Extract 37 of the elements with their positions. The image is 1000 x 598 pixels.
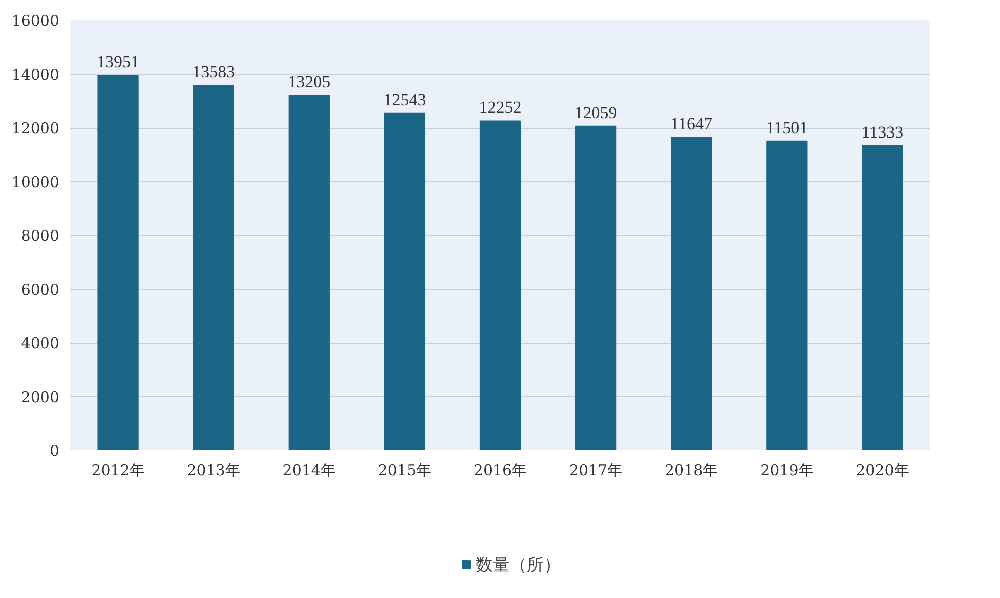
data-label: 13951 [97, 52, 140, 72]
bar [384, 112, 426, 450]
data-label: 11647 [670, 114, 714, 134]
data-label: 13583 [192, 62, 236, 82]
y-tick-label: 16000 [12, 12, 60, 30]
data-label: 12252 [479, 98, 522, 118]
data-label: 12059 [574, 103, 618, 122]
x-tick-label: 2014年 [282, 462, 336, 480]
data-label: 11501 [766, 118, 808, 138]
x-tick-label: 2015年 [378, 462, 432, 480]
legend-label: 数量（所） [476, 554, 561, 576]
data-label: 13205 [288, 72, 331, 92]
bar [766, 140, 808, 450]
bar [98, 75, 139, 450]
y-tick-label: 8000 [21, 227, 60, 245]
y-tick-label: 6000 [21, 280, 60, 299]
x-tick-label: 2017年 [569, 462, 623, 480]
x-tick-label: 2020年 [856, 462, 910, 480]
y-tick-label: 12000 [12, 120, 60, 138]
bar [193, 84, 234, 450]
x-tick-label: 2012年 [92, 462, 145, 480]
data-label: 11333 [862, 122, 904, 142]
x-tick-label: 2013年 [187, 462, 240, 480]
x-tick-label: 2016年 [474, 462, 528, 480]
y-tick-label: 2000 [21, 388, 60, 406]
bar [671, 136, 712, 450]
data-label: 12543 [384, 90, 426, 110]
bar [288, 95, 330, 450]
bar [480, 120, 522, 450]
bar [862, 145, 904, 450]
y-tick-label: 4000 [21, 334, 60, 352]
y-tick-label: 14000 [12, 66, 60, 84]
y-tick-label: 0 [50, 442, 60, 460]
y-tick-label: 10000 [12, 173, 60, 192]
bar [575, 126, 617, 450]
x-tick-label: 2019年 [760, 462, 814, 480]
x-tick-label: 2018年 [665, 462, 718, 480]
